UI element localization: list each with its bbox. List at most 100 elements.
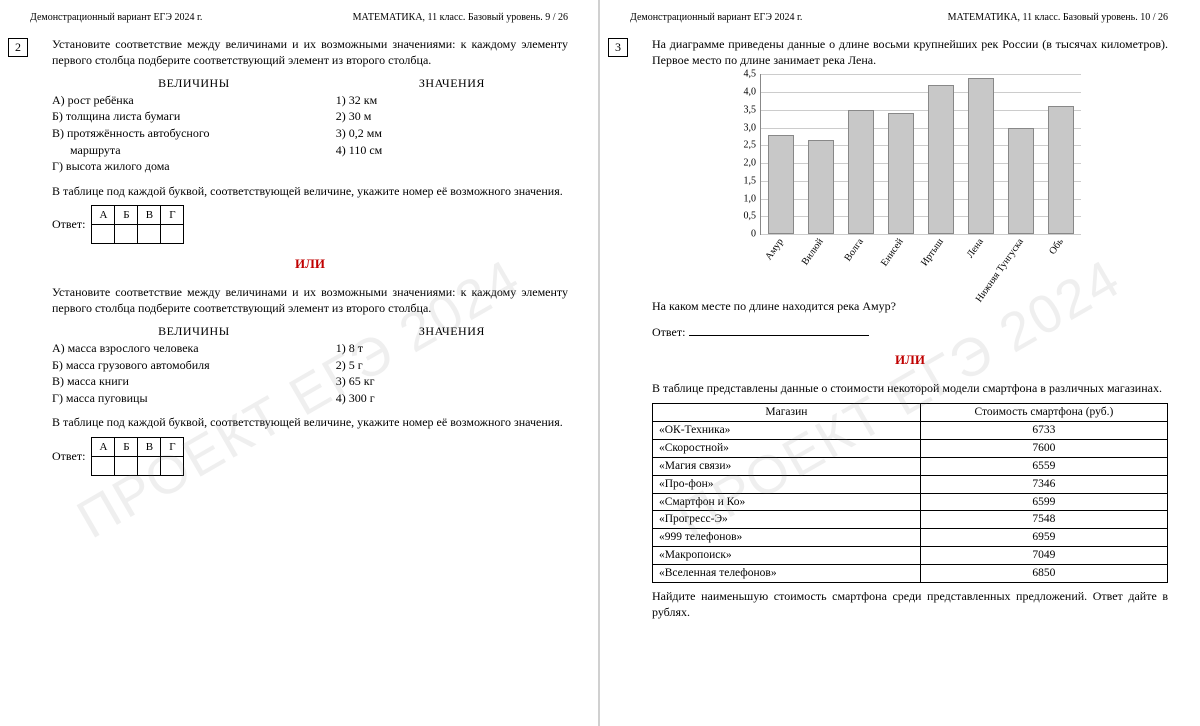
or-separator: ИЛИ — [52, 256, 568, 273]
y-axis-label: 2,0 — [744, 157, 757, 170]
header-pageinfo: МАТЕМАТИКА, 11 класс. Базовый уровень. 9… — [353, 12, 568, 23]
list-item: 3) 65 кг — [336, 374, 568, 390]
y-axis-label: 2,5 — [744, 139, 757, 152]
values-1: 1) 32 км 2) 30 м 3) 0,2 мм 4) 110 см — [336, 93, 568, 158]
ans-head: Г — [161, 206, 184, 225]
x-axis-label: Иртыш — [918, 236, 946, 269]
price-table: Магазин Стоимость смартфона (руб.) «ОК-Т… — [652, 403, 1168, 583]
price-cell: 7346 — [920, 475, 1167, 493]
shop-cell: «Про-фон» — [653, 475, 921, 493]
ans-head: Г — [161, 437, 184, 456]
list-item: маршрута — [52, 143, 336, 159]
list-item: 2) 5 г — [336, 358, 568, 374]
question-number: 3 — [608, 38, 628, 57]
answer-note: В таблице под каждой буквой, соответству… — [52, 184, 568, 200]
table-row: «Скоростной»7600 — [653, 439, 1168, 457]
question-body: Установите соответствие между величинами… — [52, 37, 568, 476]
list-item: В) протяжённость автобусного — [52, 126, 336, 142]
answer-row-1: Ответ: А Б В Г — [52, 205, 568, 244]
table-header: Стоимость смартфона (руб.) — [920, 403, 1167, 421]
ans-cell[interactable] — [161, 225, 184, 244]
ans-head: Б — [115, 206, 138, 225]
table-row: «Смартфон и Ко»6599 — [653, 493, 1168, 511]
y-axis-label: 1,0 — [744, 192, 757, 205]
ans-head: Б — [115, 437, 138, 456]
list-item: А) рост ребёнка — [52, 93, 336, 109]
list-item: 1) 32 км — [336, 93, 568, 109]
answer-row-2: Ответ: А Б В Г — [52, 437, 568, 476]
ans-cell[interactable] — [92, 456, 115, 475]
col2-title: ЗНАЧЕНИЯ — [336, 324, 568, 340]
page-left: ПРОЕКТ ЕГЭ 2024 Демонстрационный вариант… — [0, 0, 598, 726]
table-row: «Макропоиск»7049 — [653, 547, 1168, 565]
y-axis-label: 0 — [751, 228, 756, 241]
header-pageinfo: МАТЕМАТИКА, 11 класс. Базовый уровень. 1… — [948, 12, 1168, 23]
list-item: Б) толщина листа бумаги — [52, 109, 336, 125]
table-row: «999 телефонов»6959 — [653, 529, 1168, 547]
answer-grid[interactable]: А Б В Г — [91, 437, 184, 476]
table-intro: В таблице представлены данные о стоимост… — [652, 381, 1168, 397]
header-right-page: Демонстрационный вариант ЕГЭ 2024 г. МАТ… — [630, 12, 1168, 23]
page-spread: ПРОЕКТ ЕГЭ 2024 Демонстрационный вариант… — [0, 0, 1200, 726]
shop-cell: «Вселенная телефонов» — [653, 565, 921, 583]
ans-head: А — [92, 206, 115, 225]
magnitudes-2: А) масса взрослого человека Б) масса гру… — [52, 341, 336, 406]
ans-head: А — [92, 437, 115, 456]
gridline — [761, 110, 1081, 111]
price-cell: 6733 — [920, 421, 1167, 439]
price-cell: 7049 — [920, 547, 1167, 565]
col1-title: ВЕЛИЧИНЫ — [52, 76, 336, 92]
chart-bar — [1048, 106, 1074, 234]
ans-head: В — [138, 206, 161, 225]
ans-cell[interactable] — [161, 456, 184, 475]
or-separator: ИЛИ — [652, 352, 1168, 369]
shop-cell: «Прогресс-Э» — [653, 511, 921, 529]
question-number: 2 — [8, 38, 28, 57]
y-axis-label: 1,5 — [744, 174, 757, 187]
table-question: Найдите наименьшую стоимость смартфона с… — [652, 589, 1168, 620]
x-axis-label: Вилюй — [799, 236, 827, 268]
ans-cell[interactable] — [92, 225, 115, 244]
answer-label: Ответ: — [52, 449, 85, 465]
header-source: Демонстрационный вариант ЕГЭ 2024 г. — [30, 12, 202, 23]
shop-cell: «ОК-Техника» — [653, 421, 921, 439]
price-cell: 6559 — [920, 457, 1167, 475]
answer-label: Ответ: — [652, 325, 685, 341]
table-row: «Магия связи»6559 — [653, 457, 1168, 475]
chart-bar — [888, 113, 914, 234]
table-row: «Вселенная телефонов»6850 — [653, 565, 1168, 583]
gridline — [761, 234, 1081, 235]
list-item: Б) масса грузового автомобиля — [52, 358, 336, 374]
answer-blank[interactable] — [689, 335, 869, 336]
answer-note: В таблице под каждой буквой, соответству… — [52, 415, 568, 431]
shop-cell: «999 телефонов» — [653, 529, 921, 547]
ans-cell[interactable] — [115, 225, 138, 244]
q3-question: На каком месте по длине находится река А… — [652, 299, 1168, 315]
gridline — [761, 92, 1081, 93]
table-row: «ОК-Техника»6733 — [653, 421, 1168, 439]
answer-grid[interactable]: А Б В Г — [91, 205, 184, 244]
ans-cell[interactable] — [138, 225, 161, 244]
list-item: 4) 300 г — [336, 391, 568, 407]
header-source: Демонстрационный вариант ЕГЭ 2024 г. — [630, 12, 802, 23]
table-row: «Про-фон»7346 — [653, 475, 1168, 493]
question-body: На диаграмме приведены данные о длине во… — [652, 37, 1168, 620]
gridline — [761, 74, 1081, 75]
shop-cell: «Смартфон и Ко» — [653, 493, 921, 511]
table-row: «Прогресс-Э»7548 — [653, 511, 1168, 529]
shop-cell: «Магия связи» — [653, 457, 921, 475]
price-cell: 7600 — [920, 439, 1167, 457]
chart-bar — [848, 110, 874, 234]
x-axis-label: Лена — [964, 236, 987, 261]
price-cell: 6599 — [920, 493, 1167, 511]
magnitudes-1: А) рост ребёнка Б) толщина листа бумаги … — [52, 93, 336, 175]
price-cell: 6959 — [920, 529, 1167, 547]
page-right: ПРОЕКТ ЕГЭ 2024 Демонстрационный вариант… — [600, 0, 1198, 726]
chart-bar — [968, 78, 994, 234]
shop-cell: «Скоростной» — [653, 439, 921, 457]
col2-title: ЗНАЧЕНИЯ — [336, 76, 568, 92]
ans-cell[interactable] — [115, 456, 138, 475]
matching-columns-2: ВЕЛИЧИНЫ А) масса взрослого человека Б) … — [52, 324, 568, 407]
ans-cell[interactable] — [138, 456, 161, 475]
shop-cell: «Макропоиск» — [653, 547, 921, 565]
